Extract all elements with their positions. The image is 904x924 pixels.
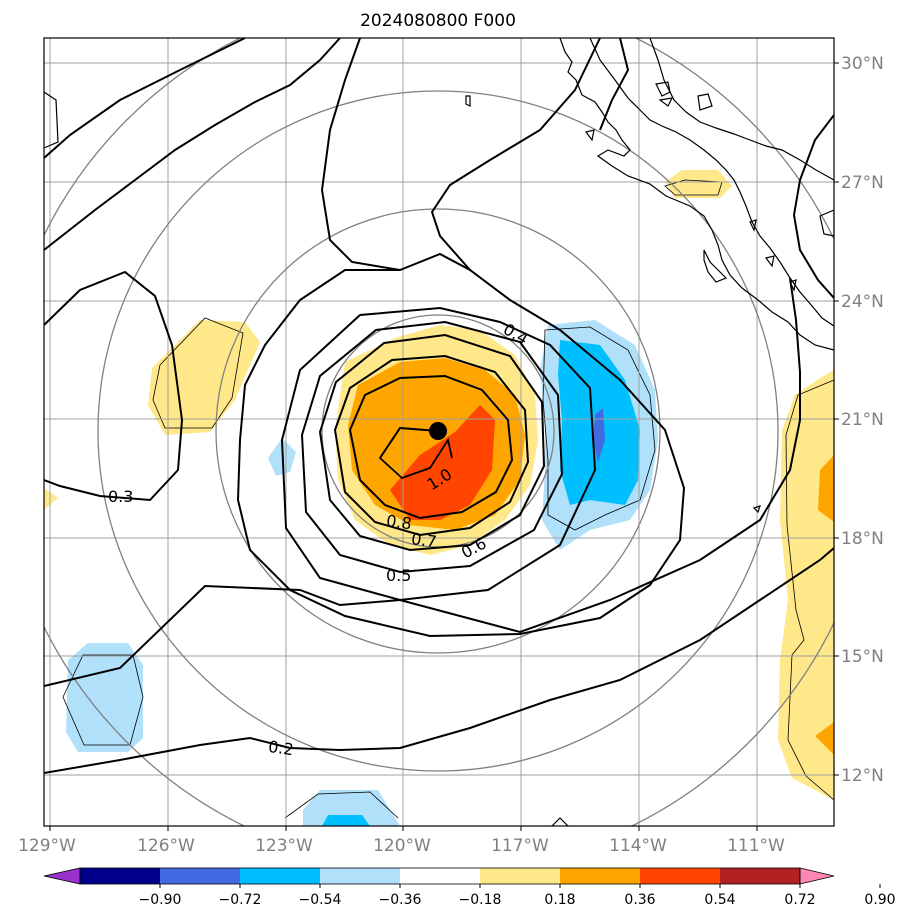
contour-ne-ring (792, 114, 834, 299)
colorbar-swatch (400, 868, 480, 884)
map-frame (43, 37, 835, 827)
contour-0.3-west (44, 270, 184, 502)
contour-0.2 (44, 277, 801, 687)
grid-lines (44, 38, 834, 826)
lat-tick-label: 18°N (841, 529, 884, 549)
colorbar-tick-label: −0.54 (299, 892, 342, 908)
contour-label-0.7: 0.7 (410, 529, 438, 551)
lon-tick-label: 114°W (609, 836, 667, 856)
lon-tick-label: 126°W (137, 836, 195, 856)
lat-axis: 30°N 27°N 24°N 21°N 18°N 15°N 12°N (834, 54, 884, 786)
colorbar-swatch (240, 868, 320, 884)
colorbar-tick-label: −0.72 (219, 892, 262, 908)
colorbar-tick-label: −0.36 (379, 892, 422, 908)
colorbar-swatch (640, 868, 720, 884)
contour-0.6 (318, 333, 546, 552)
lat-tick-label: 12°N (841, 766, 884, 786)
lon-tick-label: 120°W (373, 836, 431, 856)
lon-tick-label: 111°W (727, 836, 785, 856)
contour-0.7 (333, 354, 530, 537)
colorbar-tick-label: 0.72 (784, 892, 815, 908)
contour-0.5-north (430, 38, 601, 271)
colorbar-extend-max (799, 867, 835, 885)
lat-tick-label: 24°N (841, 292, 884, 312)
colorbar-tick-label: 0.90 (864, 892, 895, 908)
coastlines (44, 38, 834, 826)
colorbar-tick-label: 0.36 (624, 892, 655, 908)
lon-tick-label: 123°W (255, 836, 313, 856)
contour-0.4-north (320, 38, 401, 271)
colorbar-tick-label: 0.18 (544, 892, 575, 908)
anomaly-positive-west-edge (44, 488, 58, 510)
anomaly-negative-south-core (322, 815, 370, 826)
range-rings (44, 38, 834, 826)
colorbar-swatch (560, 868, 640, 884)
colorbar-swatch (320, 868, 400, 884)
chart-title: 2024080800 F000 (360, 11, 516, 31)
colorbar-extend-min (43, 867, 81, 885)
contour-0.3-ne (599, 38, 630, 131)
contour-label-0.2: 0.2 (267, 737, 295, 759)
contour-0.3-north (44, 38, 341, 251)
contour-label-0.5: 0.5 (386, 566, 411, 585)
colorbar-frame (79, 867, 801, 885)
lon-axis: 129°W 126°W 123°W 120°W 117°W 114°W 111°… (18, 826, 785, 856)
colorbar-tick-label: −0.18 (459, 892, 502, 908)
contour-0.3-outer (44, 38, 246, 159)
contour-0.8 (348, 374, 514, 520)
anomaly-outlines (62, 179, 834, 819)
colorbar-swatch (80, 868, 160, 884)
contour-label-0.8: 0.8 (385, 511, 413, 533)
anomaly-negative-sw (66, 643, 143, 752)
lon-tick-label: 129°W (18, 836, 76, 856)
anomaly-positive-east-orange2 (815, 722, 834, 755)
contour-0.5 (300, 320, 564, 574)
anomaly-positive-baja (665, 170, 732, 198)
contour-0.4 (280, 306, 597, 602)
lat-tick-label: 15°N (841, 647, 884, 667)
colorbar-tick-label: 0.54 (704, 892, 735, 908)
lat-tick-label: 30°N (841, 54, 884, 74)
contour-1.0 (379, 426, 439, 459)
contour-label-0.3: 0.3 (108, 487, 133, 506)
colorbar: −0.90 −0.72 −0.54 −0.36 −0.18 0.18 0.36 0.54 0.7… (43, 867, 896, 908)
colorbar-tick-label: −0.90 (139, 892, 182, 908)
colorbar-swatch (480, 868, 560, 884)
lat-tick-label: 21°N (841, 410, 884, 430)
lat-tick-label: 27°N (841, 173, 884, 193)
map-area: 0.2 0.3 0.4 0.5 0.6 0.7 0.8 1.0 (44, 38, 834, 826)
contour-0.2-south (44, 547, 834, 774)
colorbar-swatch (720, 868, 800, 884)
lon-tick-label: 117°W (491, 836, 549, 856)
anomaly-positive-red (390, 405, 495, 520)
contour-lines (44, 38, 834, 774)
anomaly-positive-east-orange1 (818, 455, 834, 522)
contour-0.3-inner (236, 252, 686, 638)
anomaly-negative-dark (593, 408, 605, 462)
colorbar-swatch (160, 868, 240, 884)
